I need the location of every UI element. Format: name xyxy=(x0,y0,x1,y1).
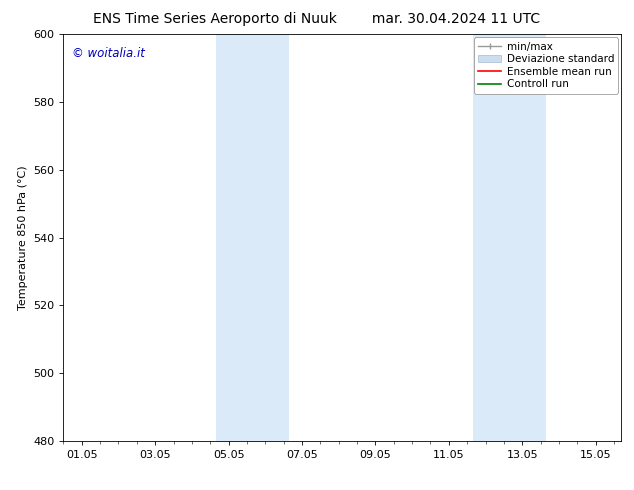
Bar xyxy=(473,34,546,441)
Legend: min/max, Deviazione standard, Ensemble mean run, Controll run: min/max, Deviazione standard, Ensemble m… xyxy=(474,37,618,94)
Text: © woitalia.it: © woitalia.it xyxy=(72,47,145,59)
Text: ENS Time Series Aeroporto di Nuuk        mar. 30.04.2024 11 UTC: ENS Time Series Aeroporto di Nuuk mar. 3… xyxy=(93,12,541,26)
Y-axis label: Temperature 850 hPa (°C): Temperature 850 hPa (°C) xyxy=(18,165,27,310)
Bar xyxy=(216,34,289,441)
